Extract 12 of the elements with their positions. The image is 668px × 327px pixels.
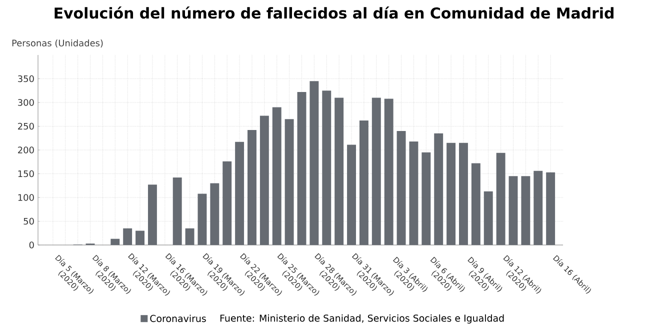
y-tick-label: 50 [24, 218, 34, 224]
source-note: Fuente: Ministerio de Sanidad, Servicios Sociales e Igualdad [220, 314, 504, 324]
y-tick-label: 200 [18, 146, 34, 154]
y-tick-label: 300 [18, 98, 34, 106]
y-tick-label: 150 [18, 170, 34, 177]
y-tick-label: 0 [29, 241, 34, 248]
legend-label: Coronavirus [150, 314, 206, 322]
y-tick-label: 350 [18, 75, 34, 82]
chart-title: Evolución del número de fallecidos al día en Comunidad de Madrid [54, 6, 614, 18]
y-axis-title: Personas (Unidades) [12, 39, 103, 48]
y-tick-label: 250 [18, 122, 34, 130]
y-tick-label: 100 [18, 194, 34, 201]
